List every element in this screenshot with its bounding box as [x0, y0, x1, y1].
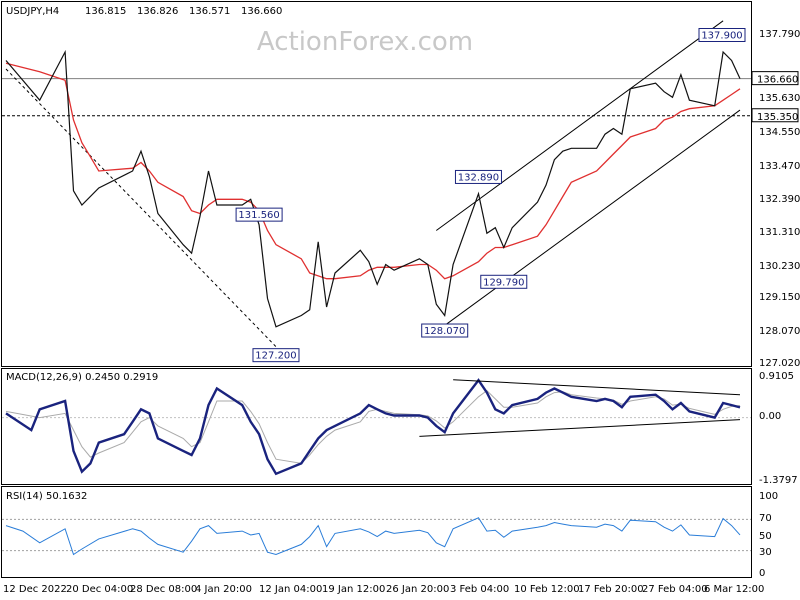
- price-tick: 127.020: [759, 358, 800, 369]
- price-line: [5, 49, 741, 328]
- price-annotation-box: [421, 323, 469, 338]
- price-tick: 135.630: [759, 93, 800, 104]
- macd-upper-trendline: [453, 379, 741, 396]
- rsi-tick: 100: [759, 491, 778, 502]
- macd-tick: 0.9105: [759, 371, 794, 382]
- price-annotation-box: [235, 207, 283, 222]
- chart-marks: 137.900 132.890 131.560 129.790 128.070 127.2…: [2, 20, 799, 556]
- rsi-line: [5, 517, 741, 556]
- time-axis: 12 Dec 2022 20 Dec 04:00 28 Dec 08:00 4 …: [3, 584, 764, 595]
- ohlc-low: 136.571: [189, 6, 230, 17]
- time-tick: 28 Dec 08:00: [130, 584, 197, 595]
- channel-lower-line: [444, 109, 741, 326]
- time-tick: 20 Dec 04:00: [66, 584, 133, 595]
- price-tick: 133.470: [759, 161, 800, 172]
- time-tick: 26 Jan 20:00: [386, 584, 449, 595]
- time-tick: 17 Feb 20:00: [578, 584, 644, 595]
- price-annotation-label: 137.900: [701, 31, 742, 42]
- ohlc-open: 136.815: [85, 6, 126, 17]
- macd-lower-trendline: [419, 419, 741, 437]
- rsi-axis: 100 70 50 30 0: [759, 491, 778, 579]
- time-tick: 19 Jan 12:00: [322, 584, 385, 595]
- price-annotation-box: [698, 28, 746, 42]
- chart-title: USDJPY,H4: [6, 6, 59, 17]
- macd-line: [5, 378, 741, 476]
- price-annotation-box: [454, 169, 502, 184]
- price-tick: 132.390: [759, 194, 800, 205]
- support-price-tag: 135.350: [757, 112, 798, 123]
- price-panel-frame: [1, 1, 752, 367]
- time-tick: 12 Jan 04:00: [259, 584, 322, 595]
- price-axis: 137.790 135.630 134.550 133.470 132.390 …: [759, 29, 800, 369]
- watermark: ActionForex.com: [257, 27, 473, 57]
- moving-average-line: [5, 62, 741, 280]
- time-tick: 3 Feb 04:00: [450, 584, 509, 595]
- price-annotation-label: 129.790: [483, 277, 524, 288]
- macd-tick: -1.3797: [759, 475, 798, 486]
- time-tick: 10 Feb 12:00: [514, 584, 580, 595]
- rsi-label: RSI(14) 50.1632: [6, 491, 87, 502]
- macd-tick: 0.00: [759, 411, 781, 422]
- ohlc-close: 136.660: [241, 6, 282, 17]
- macd-label: MACD(12,26,9) 0.2450 0.2919: [6, 372, 158, 383]
- macd-panel-frame: [1, 368, 752, 485]
- macd-signal-line: [5, 389, 741, 464]
- price-annotation-box: [480, 274, 528, 289]
- macd-axis: 0.9105 0.00 -1.3797: [759, 371, 798, 486]
- price-tick: 137.790: [759, 29, 800, 40]
- current-price-tag-box: [751, 71, 799, 86]
- rsi-panel-frame: [1, 486, 752, 578]
- rsi-tick: 70: [759, 513, 772, 524]
- price-annotation-label: 131.560: [238, 210, 279, 221]
- rsi-tick: 50: [759, 531, 772, 542]
- time-tick: 6 Mar 12:00: [704, 584, 764, 595]
- price-annotation-label: 128.070: [424, 326, 465, 337]
- rsi-tick: 0: [759, 568, 765, 579]
- downtrend-line: [5, 68, 277, 348]
- price-tick: 129.150: [759, 292, 800, 303]
- ohlc-high: 136.826: [137, 6, 178, 17]
- time-tick: 4 Jan 20:00: [195, 584, 252, 595]
- price-tick: 134.550: [759, 127, 800, 138]
- time-tick: 12 Dec 2022: [3, 584, 67, 595]
- price-tick: 130.230: [759, 261, 800, 272]
- rsi-tick: 30: [759, 547, 772, 558]
- price-tick: 131.310: [759, 227, 800, 238]
- price-tick: 128.070: [759, 326, 800, 337]
- current-price-tag: 136.660: [757, 75, 798, 86]
- support-price-tag-box: [751, 108, 799, 123]
- price-annotation-label: 127.200: [255, 351, 296, 362]
- price-annotation-label: 132.890: [458, 172, 499, 183]
- channel-upper-line: [435, 20, 724, 231]
- time-tick: 27 Feb 04:00: [642, 584, 708, 595]
- price-annotation-box: [252, 348, 300, 363]
